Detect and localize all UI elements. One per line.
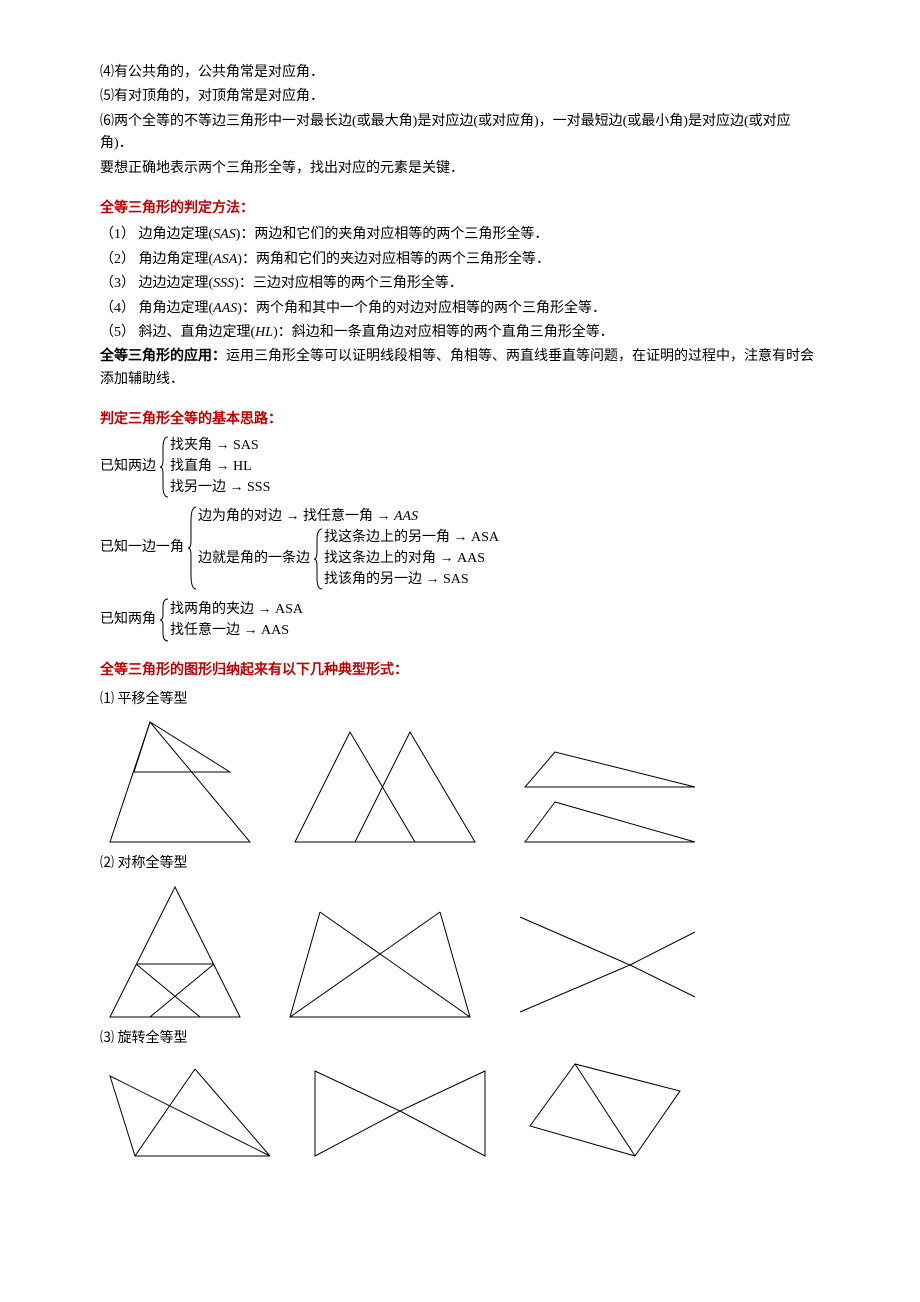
case2-nested: 边就是角的一条边 找这条边上的另一角 → ASA 找这条边上的对角 → AAS … xyxy=(198,527,499,590)
case1-line3: 找另一边 → SSS xyxy=(170,477,270,498)
case-side-angle: 已知一边一角 边为角的对边 → 找任意一角 → AAS 边就是角的一条边 找这条… xyxy=(100,506,820,590)
diagram-row-translation xyxy=(100,717,820,847)
desc-2: ：两角和它们的夹边对应相等的两个三角形全等． xyxy=(242,252,550,267)
case2-label: 已知一边一角 xyxy=(100,537,188,559)
name-2: 角边角定理 xyxy=(139,252,209,267)
diagram-reflection-2 xyxy=(280,902,480,1022)
case3-label: 已知两角 xyxy=(100,609,160,631)
theorem-sas: （1） 边角边定理(SAS)：两边和它们的夹角对应相等的两个三角形全等． xyxy=(100,224,820,246)
diagram-translation-3 xyxy=(515,747,705,847)
case1-label: 已知两边 xyxy=(100,456,160,478)
abbr-2: ASA xyxy=(213,252,237,267)
num-5: （5） xyxy=(100,325,135,340)
case2-line1-text: 边为角的对边 → 找任意一角 → xyxy=(198,509,394,524)
desc-1: ：两边和它们的夹角对应相等的两个三角形全等． xyxy=(240,227,548,242)
desc-4: ：两个角和其中一个角的对边对应相等的两个三角形全等． xyxy=(242,301,606,316)
type-reflection: ⑵ 对称全等型 xyxy=(100,853,820,875)
case-two-sides: 已知两边 找夹角 → SAS 找直角 → HL 找另一边 → SSS xyxy=(100,435,820,498)
case1-line1: 找夹角 → SAS xyxy=(170,435,270,456)
case2-nested-label: 边就是角的一条边 xyxy=(198,548,314,569)
abbr-5: HL xyxy=(255,325,273,340)
abbr-3: SSS xyxy=(213,276,234,291)
correspondence-item-6: ⑹两个全等的不等边三角形中一对最长边(或最大角)是对应边(或对应角)，一对最短边… xyxy=(100,111,820,156)
brace-icon xyxy=(160,436,170,498)
application-para: 全等三角形的应用：运用三角形全等可以证明线段相等、角相等、两直线垂直等问题，在证… xyxy=(100,346,820,391)
brace-icon xyxy=(160,598,170,642)
case2-nested-1: 找这条边上的另一角 → ASA xyxy=(324,527,499,548)
num-3: （3） xyxy=(100,276,135,291)
case1-line2: 找直角 → HL xyxy=(170,456,270,477)
theorem-hl: （5） 斜边、直角边定理(HL)：斜边和一条直角边对应相等的两个直角三角形全等． xyxy=(100,322,820,344)
diagram-row-rotation xyxy=(100,1056,820,1161)
correspondence-item-5: ⑸有对顶角的，对顶角常是对应角． xyxy=(100,86,820,108)
type-rotation: ⑶ 旋转全等型 xyxy=(100,1028,820,1050)
case2-line1: 边为角的对边 → 找任意一角 → AAS xyxy=(198,506,499,527)
type-translation: ⑴ 平移全等型 xyxy=(100,689,820,711)
diagram-row-reflection xyxy=(100,882,820,1022)
num-1: （1） xyxy=(100,227,135,242)
heading-判定方法: 全等三角形的判定方法： xyxy=(100,198,820,220)
theorem-asa: （2） 角边角定理(ASA)：两角和它们的夹边对应相等的两个三角形全等． xyxy=(100,249,820,271)
brace-icon xyxy=(314,528,324,590)
case2-line1-result: AAS xyxy=(394,509,418,524)
case3-line1: 找两角的夹边 → ASA xyxy=(170,599,303,620)
name-5: 斜边、直角边定理 xyxy=(139,325,251,340)
desc-5: ：斜边和一条直角边对应相等的两个直角三角形全等． xyxy=(278,325,614,340)
case2-nested-3: 找该角的另一边 → SAS xyxy=(324,569,499,590)
name-1: 边角边定理 xyxy=(139,227,209,242)
diagram-rotation-2 xyxy=(305,1061,495,1161)
application-label: 全等三角形的应用： xyxy=(100,349,226,364)
abbr-4: AAS xyxy=(213,301,237,316)
case2-nested-2: 找这条边上的对角 → AAS xyxy=(324,548,499,569)
heading-图形: 全等三角形的图形归纳起来有以下几种典型形式： xyxy=(100,660,820,682)
correspondence-item-4: ⑷有公共角的，公共角常是对应角． xyxy=(100,62,820,84)
diagram-rotation-1 xyxy=(100,1061,275,1161)
heading-思路: 判定三角形全等的基本思路： xyxy=(100,409,820,431)
diagram-translation-2 xyxy=(285,727,485,847)
desc-3: ：三边对应相等的两个三角形全等． xyxy=(239,276,463,291)
case-two-angles: 已知两角 找两角的夹边 → ASA 找任意一边 → AAS xyxy=(100,598,820,642)
num-2: （2） xyxy=(100,252,135,267)
name-3: 边边边定理 xyxy=(139,276,209,291)
name-4: 角角边定理 xyxy=(139,301,209,316)
theorem-aas: （4） 角角边定理(AAS)：两个角和其中一个角的对边对应相等的两个三角形全等． xyxy=(100,298,820,320)
brace-icon xyxy=(188,506,198,590)
correspondence-note: 要想正确地表示两个三角形全等，找出对应的元素是关键． xyxy=(100,158,820,180)
diagram-reflection-1 xyxy=(100,882,250,1022)
theorem-sss: （3） 边边边定理(SSS)：三边对应相等的两个三角形全等． xyxy=(100,273,820,295)
case3-line2: 找任意一边 → AAS xyxy=(170,620,303,641)
abbr-1: SAS xyxy=(213,227,236,242)
num-4: （4） xyxy=(100,301,135,316)
diagram-translation-1 xyxy=(100,717,255,847)
diagram-reflection-3 xyxy=(510,907,700,1022)
diagram-rotation-3 xyxy=(525,1056,685,1161)
